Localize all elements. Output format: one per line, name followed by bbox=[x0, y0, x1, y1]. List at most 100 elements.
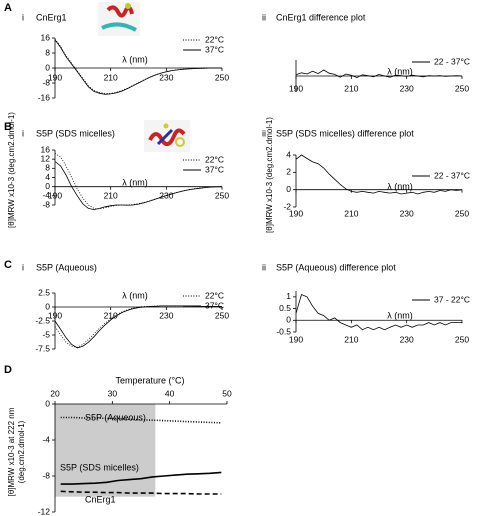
legend-label: 22°C bbox=[205, 290, 224, 300]
x-tick-label: 210 bbox=[344, 83, 358, 93]
x-tick-label: 250 bbox=[455, 83, 469, 93]
x-tick-label: 230 bbox=[159, 310, 173, 320]
x-axis-label: λ (nm) bbox=[122, 290, 148, 300]
legend-label: 22°C bbox=[205, 34, 224, 44]
y-tick-label: -4 bbox=[42, 190, 50, 200]
y-tick-label: -7.5 bbox=[35, 343, 50, 353]
y-tick-label: 16 bbox=[41, 32, 51, 42]
shaded-region bbox=[55, 404, 156, 497]
x-tick-label: 30 bbox=[108, 388, 118, 398]
series-line bbox=[60, 490, 222, 495]
x-tick-label: 250 bbox=[215, 310, 229, 320]
panel-label: i bbox=[22, 128, 24, 138]
series-line bbox=[54, 305, 222, 348]
series-line bbox=[54, 161, 223, 211]
y-tick-label: 4 bbox=[45, 172, 50, 182]
y-tick-label: 0 bbox=[286, 315, 291, 325]
panel-label: ii bbox=[262, 262, 266, 272]
x-axis-label: λ (nm) bbox=[122, 54, 148, 64]
y-tick-label: 2.5 bbox=[38, 287, 50, 297]
x-tick-label: 250 bbox=[215, 72, 229, 82]
y-tick-label: 12 bbox=[41, 153, 51, 163]
y-tick-label: 8 bbox=[45, 163, 50, 173]
series-label: S5P (Aqueous) bbox=[85, 412, 146, 422]
y-tick-label: 0 bbox=[45, 398, 50, 408]
x-tick-label: 230 bbox=[400, 83, 414, 93]
x-tick-label: 50 bbox=[222, 388, 232, 398]
y-tick-label: 1 bbox=[286, 291, 291, 301]
y-tick-label: -0.5 bbox=[276, 326, 291, 336]
panel-label: ii bbox=[262, 128, 266, 138]
panel-title: S5P (SDS micelles) bbox=[36, 128, 115, 138]
x-tick-label: 230 bbox=[159, 72, 173, 82]
x-tick-label: 190 bbox=[289, 208, 303, 218]
y-tick-label: -5 bbox=[42, 329, 50, 339]
panel-title: S5P (Aqueous) difference plot bbox=[276, 262, 396, 272]
x-tick-label: 250 bbox=[215, 190, 229, 200]
series-line bbox=[54, 38, 222, 94]
y-tick-label: -16 bbox=[38, 92, 51, 102]
y-axis-label: [θ]MRW x10-3 at 222 nm bbox=[7, 407, 16, 496]
y-axis-label: (deg.cm2.dmol-1) bbox=[17, 420, 26, 483]
protein-icon bbox=[98, 2, 140, 36]
x-tick-label: 210 bbox=[104, 72, 118, 82]
panel-title: CnErg1 difference plot bbox=[276, 12, 366, 22]
panel-letter: B bbox=[4, 121, 12, 133]
panel-letter: A bbox=[4, 2, 12, 14]
series-line bbox=[54, 305, 222, 349]
y-tick-label: 0 bbox=[45, 301, 50, 311]
legend-label: 37 - 22°C bbox=[434, 294, 470, 304]
y-tick-label: 8 bbox=[45, 47, 50, 57]
series-line bbox=[295, 69, 463, 79]
y-tick-label: -8 bbox=[42, 77, 50, 87]
y-tick-label: 4 bbox=[286, 149, 291, 159]
panel-label: i bbox=[22, 12, 24, 22]
y-tick-label: 0 bbox=[45, 62, 50, 72]
x-tick-label: 250 bbox=[455, 334, 469, 344]
series-label: S5P (SDS micelles) bbox=[60, 462, 139, 472]
y-tick-label: -12 bbox=[38, 506, 51, 516]
series-line bbox=[54, 39, 222, 95]
x-tick-label: 190 bbox=[289, 83, 303, 93]
x-axis-label: Temperature (°C) bbox=[115, 375, 184, 385]
x-tick-label: 210 bbox=[344, 334, 358, 344]
x-axis-label: λ (nm) bbox=[387, 66, 413, 76]
panel-label: ii bbox=[262, 12, 266, 22]
legend-label: 37°C bbox=[205, 164, 224, 174]
x-tick-label: 210 bbox=[104, 190, 118, 200]
y-tick-label: 0 bbox=[286, 184, 291, 194]
panel-letter: D bbox=[4, 364, 12, 376]
x-tick-label: 190 bbox=[48, 72, 62, 82]
y-tick-label: -8 bbox=[42, 470, 50, 480]
y-tick-label: -2.5 bbox=[35, 315, 50, 325]
panel-label: i bbox=[22, 262, 24, 272]
x-tick-label: 230 bbox=[400, 334, 414, 344]
y-tick-label: -2 bbox=[283, 201, 291, 211]
protein-icon bbox=[144, 120, 190, 152]
x-tick-label: 230 bbox=[400, 208, 414, 218]
x-tick-label: 210 bbox=[104, 310, 118, 320]
series-line bbox=[295, 154, 463, 195]
legend-label: 22 - 37°C bbox=[434, 170, 470, 180]
y-axis-label: [θ]MRW x10-3 (deg.cm2.dmol-1) bbox=[7, 112, 16, 228]
x-tick-label: 190 bbox=[48, 310, 62, 320]
y-tick-label: 16 bbox=[41, 144, 51, 154]
y-tick-label: -8 bbox=[42, 199, 50, 209]
y-tick-label: 2 bbox=[286, 167, 291, 177]
x-tick-label: 20 bbox=[50, 388, 60, 398]
x-axis-label: λ (nm) bbox=[122, 177, 148, 187]
x-tick-label: 210 bbox=[344, 208, 358, 218]
legend-label: 22 - 37°C bbox=[434, 56, 470, 66]
x-axis-label: λ (nm) bbox=[387, 310, 413, 320]
x-axis-label: λ (nm) bbox=[387, 181, 413, 191]
x-tick-label: 190 bbox=[289, 334, 303, 344]
panel-title: S5P (SDS micelles) difference plot bbox=[276, 128, 414, 138]
series-line bbox=[60, 416, 222, 424]
legend-label: 37°C bbox=[205, 44, 224, 54]
panel-title: S5P (Aqueous) bbox=[36, 262, 97, 272]
y-tick-label: 0 bbox=[45, 181, 50, 191]
y-tick-label: -4 bbox=[42, 434, 50, 444]
y-axis-label: [θ]MRW x10-3 (deg.cm2.dmol-1) bbox=[265, 117, 274, 233]
series-line bbox=[60, 471, 222, 485]
